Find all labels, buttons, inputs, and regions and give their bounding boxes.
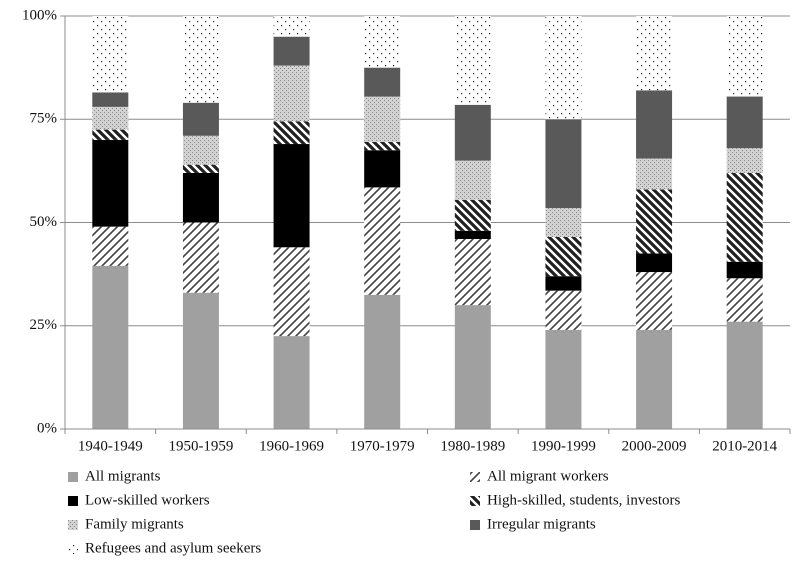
bar-segment	[92, 226, 129, 266]
legend-label: Low-skilled workers	[85, 492, 210, 508]
bar-segment	[454, 199, 491, 231]
bar-segment	[636, 189, 673, 254]
legend-swatch	[470, 520, 480, 530]
legend-label: Refugees and asylum seekers	[85, 540, 261, 556]
bar-segment	[364, 187, 401, 295]
bar-segment	[636, 158, 673, 190]
x-tick-label: 2000-2009	[622, 438, 687, 454]
legend-swatch	[68, 544, 78, 554]
legend-swatch	[68, 496, 78, 506]
legend-swatch	[470, 496, 480, 506]
bar-segment	[726, 16, 763, 97]
y-tick-label: 0%	[37, 420, 57, 436]
bar-segment	[545, 329, 582, 429]
y-tick-label: 100%	[22, 7, 57, 23]
bar-segment	[92, 92, 129, 107]
bar-segment	[182, 135, 219, 165]
legend-swatch	[470, 472, 480, 482]
bar-segment	[636, 272, 673, 330]
legend-swatch	[68, 520, 78, 530]
bar-segment	[545, 119, 582, 209]
bar-segment	[182, 292, 219, 429]
bar-segment	[364, 141, 401, 151]
legend-label: All migrants	[85, 468, 161, 484]
y-tick-label: 75%	[30, 111, 58, 127]
bar-segment	[182, 172, 219, 223]
x-tick-label: 1940-1949	[78, 438, 143, 454]
legend-label: High-skilled, students, investors	[487, 492, 680, 508]
bar-segment	[726, 261, 763, 279]
bar-segment	[545, 208, 582, 237]
bar-segment	[545, 290, 582, 330]
y-tick-label: 25%	[30, 317, 58, 333]
x-tick-label: 1970-1979	[350, 438, 415, 454]
x-tick-label: 1960-1969	[259, 438, 324, 454]
bar-segment	[364, 150, 401, 188]
bar-segment	[273, 247, 310, 337]
bar-segment	[454, 305, 491, 429]
bar-segment	[182, 222, 219, 293]
bar-segment	[182, 164, 219, 173]
legend-label: Irregular migrants	[487, 516, 596, 532]
legend-label: Family migrants	[85, 516, 184, 532]
bar-segment	[273, 336, 310, 429]
x-tick-label: 2010-2014	[712, 438, 777, 454]
bar-segment	[182, 16, 219, 103]
bar-segment	[364, 294, 401, 429]
bar-segment	[636, 253, 673, 273]
bar-segment	[726, 148, 763, 173]
bar-segment	[636, 329, 673, 429]
bar-segment	[92, 139, 129, 227]
bar-segment	[545, 16, 582, 120]
bar-segment	[726, 172, 763, 262]
bar-segment	[454, 239, 491, 306]
bar-segment	[636, 90, 673, 159]
bar-segment	[92, 129, 129, 140]
bar-segment	[454, 104, 491, 161]
bar-segment	[273, 36, 310, 66]
bar-segment	[182, 102, 219, 136]
bar-segment	[92, 265, 129, 429]
bar-segment	[364, 67, 401, 97]
bar-segment	[454, 16, 491, 105]
bar-segment	[273, 16, 310, 37]
x-tick-label: 1950-1959	[168, 438, 233, 454]
bar-segment	[545, 276, 582, 291]
bar-segment	[92, 16, 129, 93]
bar-segment	[273, 65, 310, 122]
y-tick-label: 50%	[30, 214, 58, 230]
bar-segment	[92, 106, 129, 130]
legend-swatch	[68, 472, 78, 482]
bar-segment	[636, 16, 673, 91]
bar-segment	[726, 278, 763, 322]
bar-segment	[273, 144, 310, 248]
bar-segment	[545, 236, 582, 277]
bar-segment	[364, 16, 401, 68]
bar-segment	[454, 230, 491, 240]
bar-segment	[726, 96, 763, 149]
bar-segment	[454, 160, 491, 200]
bar-segment	[364, 96, 401, 142]
x-tick-label: 1980-1989	[440, 438, 505, 454]
bar-segment	[273, 121, 310, 145]
bar-segment	[726, 321, 763, 429]
x-tick-label: 1990-1999	[531, 438, 596, 454]
legend-label: All migrant workers	[487, 468, 609, 484]
